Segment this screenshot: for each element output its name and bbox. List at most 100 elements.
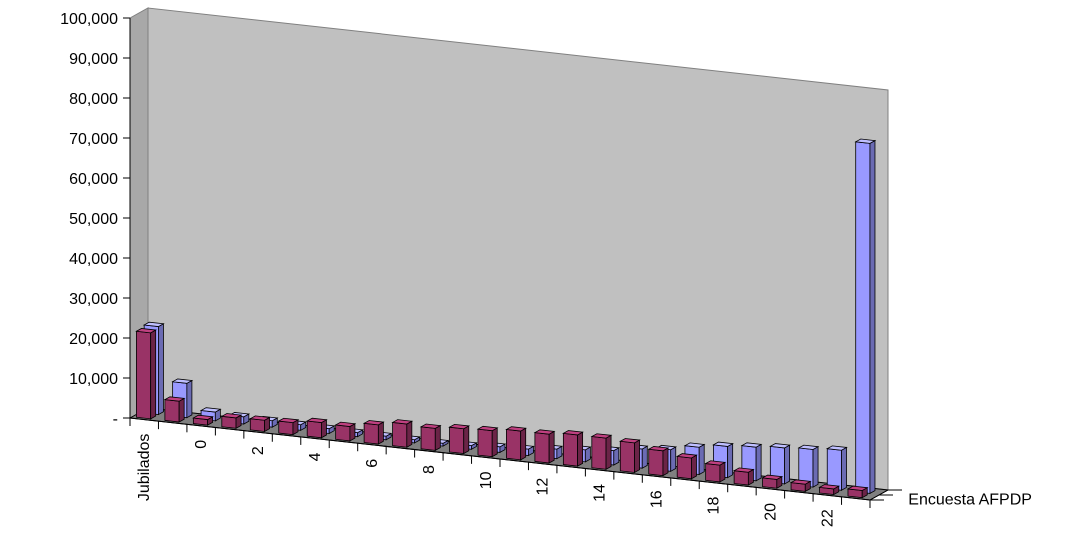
bar-front: [676, 455, 692, 480]
bar-top: [448, 423, 471, 430]
bar-series-a: [277, 417, 300, 436]
bar-top: [305, 417, 328, 423]
bar-top: [712, 441, 734, 447]
bar-series-a: [334, 421, 357, 442]
bar-side: [491, 427, 498, 458]
x-tick-label: 14: [592, 484, 609, 502]
bar-series-a: [135, 328, 157, 420]
bar-side: [434, 424, 441, 452]
bar-series-a: [647, 446, 670, 477]
bar-top: [163, 396, 186, 402]
bar-series-a: [846, 485, 869, 499]
bar-front: [306, 420, 322, 439]
bar-front: [562, 432, 578, 467]
y-tick-label: 90,000: [69, 51, 118, 68]
x-tick-label: Jubilados: [136, 434, 153, 502]
bar-front: [619, 440, 635, 473]
bar-top: [135, 328, 157, 334]
bar-front: [826, 448, 842, 491]
depth-series-label: Encuesta AFPDP: [908, 492, 1032, 509]
bar-top: [854, 138, 877, 144]
x-tick-label: 6: [364, 459, 381, 468]
y-tick-label: 10,000: [69, 371, 118, 388]
bar-side: [186, 379, 193, 419]
bar-series-b: [854, 138, 877, 495]
x-tick-label: 18: [705, 497, 722, 515]
depth-axis: Encuesta AFPDP: [869, 489, 1032, 509]
bar-top: [761, 474, 784, 480]
bar-series-a: [704, 460, 727, 483]
bar-series-a: [590, 433, 613, 470]
bar-top: [740, 442, 763, 448]
bar-top: [590, 433, 613, 439]
y-tick-label: 70,000: [69, 131, 118, 148]
bar-side: [377, 421, 384, 445]
bar-front: [733, 470, 749, 486]
bar-top: [562, 430, 584, 436]
bar-top: [647, 446, 670, 452]
bar-side: [841, 446, 847, 491]
bar-side: [157, 323, 164, 416]
bar-top: [818, 484, 841, 490]
bar-side: [719, 461, 726, 483]
bar-series-a: [163, 396, 186, 423]
bar-top: [675, 453, 698, 459]
bar-series-a: [419, 423, 442, 452]
bar-front: [164, 399, 180, 423]
x-tick-label: 22: [819, 509, 836, 527]
bar-side: [755, 443, 762, 482]
bar-side: [605, 434, 612, 470]
bar-top: [277, 417, 300, 424]
bar-top: [789, 479, 812, 485]
bar-side: [691, 454, 697, 480]
bar-series-a: [675, 453, 698, 480]
bar-side: [548, 430, 555, 464]
bar-side: [463, 425, 470, 455]
bar-top: [142, 321, 165, 327]
bar-top: [769, 443, 791, 449]
y-axis: 100,000 90,000 80,000 70,000 60,000 50,000 40,…: [60, 11, 131, 428]
bar-side: [178, 397, 185, 423]
bar-top: [797, 444, 820, 450]
x-tick-label: 20: [762, 503, 779, 521]
bar-front: [278, 420, 294, 436]
bar-front: [221, 415, 237, 429]
bar-series-a: [192, 414, 214, 426]
bar-front: [449, 426, 465, 454]
y-tick-label: 60,000: [69, 171, 118, 188]
y-tick-label: -: [113, 411, 118, 428]
bar-side: [662, 447, 669, 477]
y-tick-label: 80,000: [69, 91, 118, 108]
bar-top: [825, 445, 848, 451]
x-tick-label: 10: [478, 471, 495, 489]
bar-side: [577, 431, 584, 467]
bar-front: [363, 422, 379, 445]
bar-top: [732, 467, 755, 473]
bar-side: [150, 329, 157, 420]
bar-side: [812, 446, 819, 488]
bar-side: [634, 439, 640, 474]
bar-top: [704, 460, 727, 466]
bar-front: [249, 418, 265, 432]
x-tick-label: 12: [535, 478, 552, 496]
y-tick-label: 30,000: [69, 291, 118, 308]
bar-top: [683, 442, 706, 448]
bar-series-a: [789, 479, 812, 493]
bar-front: [420, 426, 436, 451]
bar-front: [705, 463, 721, 483]
bar-side: [520, 427, 527, 461]
bar-side: [784, 444, 790, 485]
bar-top: [334, 421, 357, 427]
y-tick-label: 100,000: [60, 11, 118, 28]
bar-front: [335, 424, 351, 442]
bar-top: [505, 426, 527, 432]
bar-front: [136, 330, 152, 420]
bar-series-a: [562, 430, 584, 467]
y-tick-label: 50,000: [69, 211, 118, 228]
bar-front: [648, 448, 664, 477]
bar-top: [419, 423, 442, 429]
x-tick-label: 0: [193, 440, 210, 449]
bar-side: [641, 445, 648, 469]
bar-top: [618, 438, 641, 444]
x-tick-label: 8: [421, 465, 438, 474]
